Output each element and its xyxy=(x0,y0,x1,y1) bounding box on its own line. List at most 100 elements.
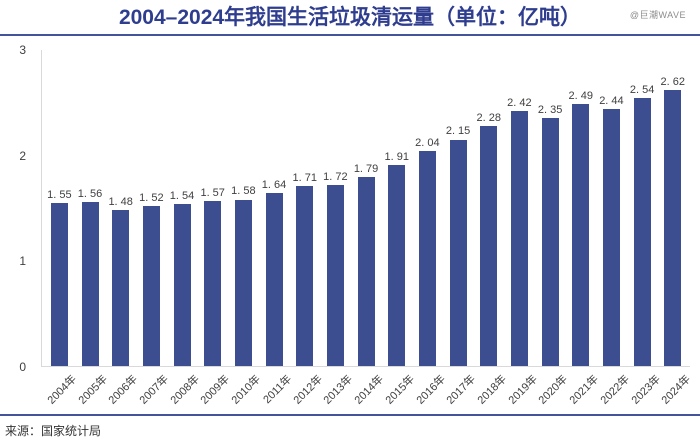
bar-value-label: 2. 62 xyxy=(660,75,685,88)
bar-slot: 2. 44 xyxy=(596,50,627,366)
x-axis-cell: 2008年 xyxy=(166,367,202,413)
x-axis-label: 2024年 xyxy=(659,373,694,407)
bar xyxy=(173,203,191,366)
bar-value-label: 2. 44 xyxy=(599,94,624,107)
bar-slot: 2. 49 xyxy=(565,50,596,366)
chart-area: 0 1 2 3 1. 55 1. 56 1. 48 1. 52 1. 54 1. 57 1. 58… xyxy=(19,44,690,373)
bar-slot: 2. 62 xyxy=(657,50,688,366)
bar xyxy=(296,185,314,366)
x-axis: 2004年 2005年 2006年 2007年 2008年 2009年 2010年 2011年… xyxy=(41,367,694,413)
x-axis-cell: 2005年 xyxy=(74,367,110,413)
bar-value-label: 1. 64 xyxy=(261,179,287,192)
bar-slot: 2. 42 xyxy=(504,50,535,366)
bar xyxy=(234,199,252,366)
bar-value-label: 1. 52 xyxy=(139,191,164,204)
bar-slot: 2. 04 xyxy=(412,50,443,366)
bar-value-label: 2. 15 xyxy=(445,125,471,138)
bar-slot: 1. 52 xyxy=(136,50,167,366)
bar-value-label: 1. 54 xyxy=(169,189,195,202)
bar xyxy=(572,103,590,366)
x-axis-cell: 2013年 xyxy=(319,367,356,413)
x-axis-cell: 2017年 xyxy=(442,367,479,413)
bar xyxy=(664,90,682,366)
x-axis-cell: 2023年 xyxy=(627,367,663,413)
bar-value-label: 2. 49 xyxy=(568,89,593,102)
watermark-text: @巨潮WAVE xyxy=(629,10,686,20)
bar xyxy=(418,151,436,366)
bar xyxy=(142,205,160,366)
bar xyxy=(480,125,498,366)
bar-value-label: 2. 54 xyxy=(629,84,655,97)
bar-value-label: 1. 58 xyxy=(231,185,256,198)
x-axis-cell: 2011年 xyxy=(258,367,294,413)
bar-value-label: 1. 79 xyxy=(353,163,379,176)
bar-slot: 1. 48 xyxy=(105,50,136,366)
y-axis-tick-label: 2 xyxy=(19,148,26,163)
bar xyxy=(449,139,467,366)
bar-slot: 1. 57 xyxy=(197,50,228,366)
y-axis: 0 1 2 3 xyxy=(2,44,32,373)
x-axis-cell: 2022年 xyxy=(596,367,632,413)
chart-header: 2004–2024年我国生活垃圾清运量（单位：亿吨） @巨潮WAVE xyxy=(0,0,700,36)
bar xyxy=(265,193,283,366)
bar-value-label: 1. 56 xyxy=(77,187,103,200)
bar xyxy=(510,111,528,366)
x-axis-cell: 2015年 xyxy=(381,367,417,413)
bar-value-label: 2. 28 xyxy=(476,111,501,124)
x-axis-cell: 2012年 xyxy=(289,367,325,413)
bar-value-label: 1. 48 xyxy=(108,196,133,209)
x-axis-cell: 2006年 xyxy=(104,367,141,413)
bar-slot: 1. 64 xyxy=(259,50,290,366)
bar-slot: 1. 79 xyxy=(351,50,382,366)
x-axis-cell: 2009年 xyxy=(197,367,233,413)
bar xyxy=(326,184,344,366)
x-axis-cell: 2014年 xyxy=(350,367,387,413)
bar xyxy=(388,164,406,366)
bar-slot: 1. 91 xyxy=(381,50,412,366)
y-axis-tick-label: 1 xyxy=(19,254,26,269)
bar xyxy=(204,200,222,366)
x-axis-cell: 2019年 xyxy=(504,367,540,413)
x-axis-cell: 2010年 xyxy=(227,367,264,413)
bar xyxy=(633,98,651,366)
source-text: 来源：国家统计局 xyxy=(5,424,102,438)
bar-slot: 2. 35 xyxy=(535,50,566,366)
bar-value-label: 2. 04 xyxy=(415,137,440,150)
bar-value-label: 1. 55 xyxy=(47,188,72,201)
bar-value-label: 2. 42 xyxy=(507,97,532,109)
bar-slot: 1. 56 xyxy=(75,50,106,366)
bar-slot: 2. 54 xyxy=(627,50,658,366)
chart-title: 2004–2024年我国生活垃圾清运量（单位：亿吨） xyxy=(118,6,582,29)
footer-divider xyxy=(0,414,700,416)
x-axis-cell: 2004年 xyxy=(43,367,79,413)
bar-slot: 1. 55 xyxy=(44,50,75,366)
x-axis-cell: 2018年 xyxy=(473,367,509,413)
bar-slot: 1. 72 xyxy=(320,50,351,366)
x-axis-cell: 2020年 xyxy=(535,367,571,413)
bar-slot: 1. 58 xyxy=(228,50,259,366)
y-axis-tick-label: 0 xyxy=(19,360,26,374)
bar-value-label: 1. 91 xyxy=(384,150,409,163)
bar xyxy=(112,210,130,366)
y-axis-tick-label: 3 xyxy=(19,43,26,57)
bar-value-label: 1. 72 xyxy=(323,170,348,183)
bar xyxy=(541,118,559,366)
x-axis-cell: 2007年 xyxy=(135,367,172,413)
bar-value-label: 2. 35 xyxy=(537,104,563,117)
x-axis-cell: 2016年 xyxy=(412,367,448,413)
bar-slot: 1. 71 xyxy=(289,50,320,366)
bar-value-label: 1. 57 xyxy=(200,186,225,199)
bar-slot: 1. 54 xyxy=(167,50,198,366)
x-axis-cell: 2024年 xyxy=(657,367,694,413)
bar xyxy=(50,202,68,366)
bar-slot: 2. 28 xyxy=(473,50,504,366)
plot-area: 1. 55 1. 56 1. 48 1. 52 1. 54 1. 57 1. 58 1. 64… xyxy=(41,50,690,367)
title-divider xyxy=(0,34,700,36)
bar-value-label: 1. 71 xyxy=(292,171,317,184)
bar-slot: 2. 15 xyxy=(443,50,474,366)
x-axis-cell: 2021年 xyxy=(565,367,602,413)
bar xyxy=(81,201,99,366)
bar xyxy=(602,109,620,366)
bar xyxy=(357,177,375,366)
